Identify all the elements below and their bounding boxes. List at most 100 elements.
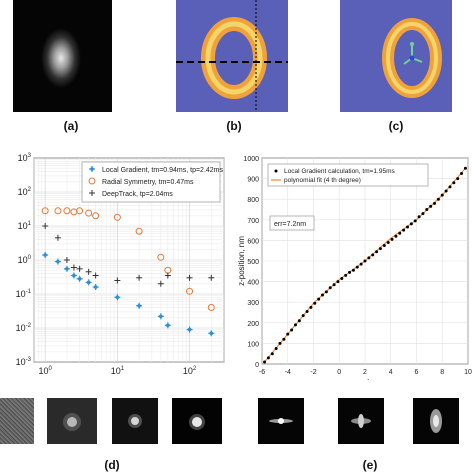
chart-e-point [378, 247, 382, 251]
chart-e-ytick-label: 500 [247, 259, 259, 266]
chart-e-point [425, 208, 429, 211]
chart-d-series-0 [42, 252, 215, 337]
chart-d-point [92, 212, 100, 220]
chart-d-point [54, 234, 61, 241]
chart-e-xtick-label: 4 [389, 369, 393, 376]
chart-e-point [274, 347, 278, 351]
chart-d-legend-label: Radial Symmetry, tm=0.47ms [102, 179, 194, 186]
chart-d-point [186, 326, 193, 333]
chart-e-xlabel: z-value [352, 378, 378, 380]
chart-e: 0 100 200 300 400 500 600 700 800 900 1000 -6 -4 -2 0 2… [237, 156, 472, 380]
chart-e-point [355, 265, 359, 269]
chart-d-point [164, 272, 171, 279]
chart-d-point [136, 302, 143, 309]
chart-e-xtick-label: -4 [285, 369, 291, 376]
chart-e-point [348, 270, 352, 274]
chart-e-point [402, 228, 406, 232]
chart-d-point [186, 287, 194, 295]
chart-d-point [76, 207, 84, 215]
chart-e-point [429, 204, 433, 208]
chart-e-annotation: err=7.2nm [274, 221, 306, 228]
chart-e-point [290, 328, 294, 332]
chart-d-point [208, 330, 215, 337]
chart-d-point [186, 274, 193, 281]
chart-d-point [54, 207, 62, 215]
chart-d-xtick-label: 102 [183, 366, 197, 376]
chart-e-point [286, 332, 290, 336]
chart-d-ytick-label: 10-3 [16, 357, 32, 367]
chart-d-ytick-label: 10-1 [16, 289, 32, 299]
chart-e-xtick-label: 2 [363, 369, 367, 376]
chart-d-ytick-label: 10-2 [16, 323, 32, 333]
chart-e-point [371, 253, 375, 257]
panel-b-image [176, 0, 288, 112]
chart-e-point [417, 215, 421, 219]
chart-e-xtick-label: 0 [337, 369, 341, 376]
chart-e-point [421, 212, 425, 216]
chart-e-ytick-label: 0 [255, 362, 259, 369]
thumb-d-2 [47, 398, 97, 444]
chart-e-ytick-label: 400 [247, 280, 259, 287]
panel-a-psf [41, 28, 81, 88]
chart-d-point [85, 268, 92, 275]
chart-e-point [398, 231, 402, 235]
chart-e-ytick-label: 1000 [243, 156, 259, 163]
thumb-e-2 [338, 398, 384, 444]
chart-d-point [76, 275, 83, 282]
chart-e-series-0 [263, 166, 467, 364]
chart-d-point [85, 279, 92, 286]
chart-d-point [63, 257, 70, 263]
chart-d-point [207, 304, 215, 312]
chart-d-xtick-label: 100 [39, 366, 53, 376]
chart-e-legend-box [267, 163, 429, 187]
chart-e-point [270, 352, 274, 356]
chart-e-point [301, 314, 305, 318]
chart-d-point [76, 265, 83, 272]
thumb-e-3 [413, 398, 459, 444]
chart-e-point [305, 309, 309, 313]
chart-e-legend: Local Gradient calculation, tm=1.95ms pol… [267, 163, 429, 187]
chart-e-point [282, 337, 286, 341]
chart-e-xtick-label: -2 [310, 369, 316, 376]
chart-d-point [208, 274, 215, 281]
chart-e-point [344, 273, 348, 277]
chart-d-legend: Local Gradient, tm=0.94ms, tp=2.42ms Radi… [81, 161, 224, 203]
chart-e-point [448, 185, 452, 189]
chart-e-xtick-label: 10 [464, 369, 472, 376]
chart-e-point [386, 240, 390, 244]
chart-e-point [390, 237, 394, 241]
chart-d-point [70, 272, 77, 279]
chart-d-legend-label: Local Gradient, tm=0.94ms, tp=2.42ms [102, 167, 224, 174]
chart-d-series-2 [42, 223, 215, 287]
panel-c-ring [382, 18, 442, 98]
chart-d-point [70, 264, 77, 271]
chart-d-series-1 [41, 207, 215, 312]
chart-e-point [317, 297, 321, 301]
panel-c-image [340, 0, 452, 112]
chart-d-point [92, 272, 99, 279]
chart-e-point [336, 280, 340, 284]
chart-d-point [157, 313, 164, 320]
chart-d-legend-marker [89, 190, 95, 196]
chart-e-legend-label-1: polynomial fit (4 th degree) [284, 177, 361, 184]
chart-d-ytick-label: 102 [18, 187, 32, 197]
chart-e-ylabel: z-position, nm [237, 236, 246, 286]
chart-d-ytick-label: 101 [18, 221, 32, 231]
chart-e-point [332, 283, 336, 287]
chart-d: 10310210110010-110-210-3100101102SNRLoca… [16, 153, 225, 376]
chart-e-ytick-label: 300 [247, 300, 259, 307]
chart-d-point [114, 294, 121, 301]
chart-e-point [309, 305, 313, 309]
chart-e-point [452, 181, 456, 185]
chart-e-point [463, 166, 467, 170]
chart-e-point [293, 323, 297, 327]
chart-d-point [54, 258, 61, 265]
thumb-e-1 [258, 398, 304, 444]
chart-e-xtick-label: 8 [440, 369, 444, 376]
chart-e-point [456, 177, 460, 181]
chart-d-point [157, 253, 165, 261]
chart-d-legend-marker [88, 177, 96, 185]
chart-e-legend-label-0: Local Gradient calculation, tm=1.95ms [284, 168, 395, 175]
chart-d-point [63, 265, 70, 272]
chart-d-legend-label: DeepTrack, tp=2.04ms [102, 191, 173, 198]
